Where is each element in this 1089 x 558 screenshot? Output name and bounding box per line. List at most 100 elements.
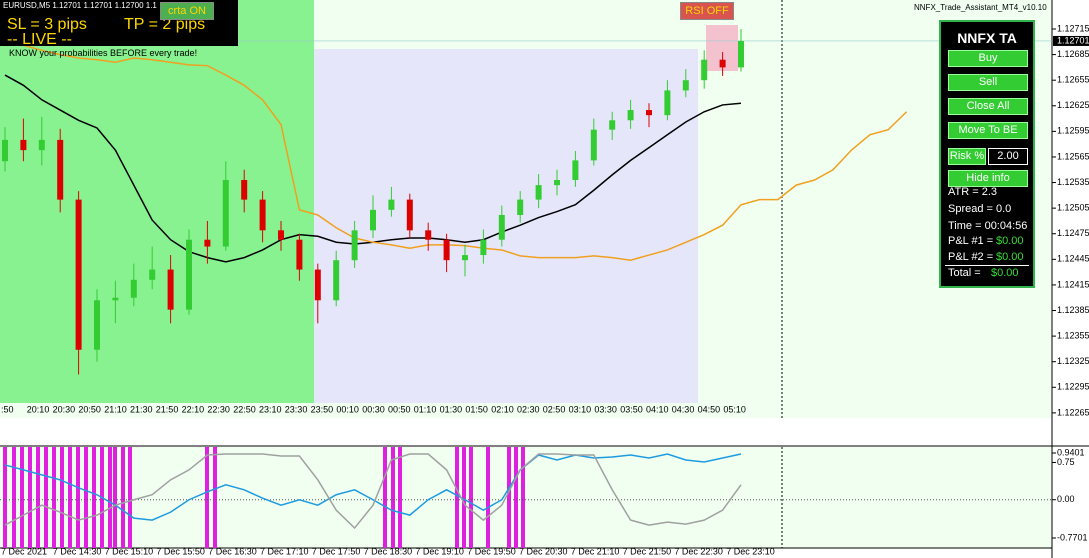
signal-bar (455, 447, 459, 548)
main-chart: 1.12715 1.12685 1.12655 1.12625 1.12595 1.125… (0, 23, 1089, 417)
x-tick-label: 22:50 (233, 404, 256, 414)
candle-body (222, 179, 229, 247)
signal-bar (213, 447, 217, 548)
sell-button[interactable]: Sell (948, 74, 1028, 91)
x-tick-label: 20:10 (27, 404, 50, 414)
candle-body (167, 269, 174, 310)
x-tick-label: 05:10 (723, 404, 746, 414)
signal-bar (68, 447, 72, 548)
x-tick-label: 23:50 (311, 404, 334, 414)
signal-bar (36, 447, 40, 548)
x-tick-label: 01:50 (465, 404, 488, 414)
crta-button[interactable]: crta ON (160, 2, 214, 20)
x-tick-label: 02:30 (517, 404, 540, 414)
signal-bar (44, 447, 48, 548)
candle-body (314, 269, 321, 301)
signal-bar (521, 447, 525, 548)
divider (945, 265, 1029, 266)
candle-body (2, 139, 8, 162)
candle-body (535, 185, 542, 200)
candle-body (20, 139, 27, 151)
x-tick-label: 00:50 (388, 404, 411, 414)
x-tick-label: 23:10 (259, 404, 282, 414)
last-price-label: 1.12701 (1057, 35, 1089, 45)
indicator-line (4, 453, 742, 521)
y-tick-label: 1.12715 (1057, 23, 1089, 33)
x-tick-label: 7 Dec 23:10 (726, 546, 775, 556)
close-all-button[interactable]: Close All (948, 98, 1028, 115)
x-tick-label: 7 Dec 22:30 (674, 546, 723, 556)
osc-background (0, 447, 1052, 548)
candle-body (186, 239, 192, 310)
candle-body (425, 230, 432, 240)
y-tick-label: 0.00 (1057, 494, 1075, 504)
signal-bar (3, 447, 7, 548)
candle-body (590, 129, 597, 161)
risk-input[interactable]: 2.00 (988, 148, 1028, 165)
signal-bar (28, 447, 32, 548)
candle-body (57, 139, 64, 200)
hide-info-button[interactable]: Hide info (948, 170, 1028, 187)
candle-body (701, 59, 708, 81)
x-tick-label: 23:30 (285, 404, 308, 414)
candle-body (572, 160, 579, 180)
candle-body (664, 90, 671, 116)
y-tick-label: 1.12445 (1057, 254, 1089, 264)
signal-bar (507, 447, 511, 548)
candle-body (351, 230, 358, 261)
sl-text: SL = 3 pips (7, 16, 87, 33)
trade-panel: NNFX TA Buy Sell Close All Move To BE Ri… (939, 20, 1035, 288)
signal-bar (113, 447, 117, 548)
x-tick-label: 20:30 (53, 404, 76, 414)
signal-bar (76, 447, 80, 548)
candle-body (738, 40, 744, 68)
signal-bar (52, 447, 56, 548)
pl2-label: P&L #2 = (948, 251, 994, 263)
candle-body (130, 279, 137, 298)
buy-button[interactable]: Buy (948, 50, 1028, 67)
x-tick-label: 22:10 (182, 404, 205, 414)
y-tick-label: 1.12655 (1057, 75, 1089, 85)
candle-body (278, 230, 284, 240)
x-tick-label: 7 Dec 15:50 (156, 546, 205, 556)
x-tick-label: :50 (1, 404, 14, 414)
rsi-button[interactable]: RSI OFF (680, 2, 734, 20)
y-tick-label: 1.12595 (1057, 126, 1089, 136)
tagline: KNOW your probabilities BEFORE every tra… (9, 48, 198, 58)
x-tick-label: 00:10 (336, 404, 359, 414)
mode-text: -- LIVE -- (7, 31, 72, 48)
x-tick-label: 00:30 (362, 404, 385, 414)
signal-bar (128, 447, 132, 548)
signal-bar (60, 447, 64, 548)
pl1-value: $0.00 (996, 235, 1024, 247)
signal-bar (84, 447, 88, 548)
signal-bar (383, 447, 387, 548)
risk-label: Risk % (948, 148, 986, 165)
last-price-box (1053, 35, 1089, 46)
y-tick-label: 1.12535 (1057, 177, 1089, 187)
y-tick-label: 1.12625 (1057, 100, 1089, 110)
indicator-line (4, 39, 908, 261)
x-tick-label: 7 Dec 21:50 (623, 546, 672, 556)
y-tick-label: 1.12355 (1057, 330, 1089, 340)
x-tick-label: 7 Dec 18:30 (364, 546, 413, 556)
x-tick-label: 7 Dec 21:10 (571, 546, 620, 556)
y-tick-label: -0.7701 (1057, 532, 1088, 542)
signal-bar (121, 447, 125, 548)
tp-text: TP = 2 pips (124, 16, 206, 33)
spread: Spread = 0.0 (948, 203, 1012, 215)
total-value: $0.00 (991, 267, 1019, 279)
x-tick-label: 7 Dec 14:30 (53, 546, 102, 556)
candle-body (682, 80, 689, 91)
x-tick-label: 02:50 (543, 404, 566, 414)
y-tick-label: 0.75 (1057, 457, 1075, 467)
candle-body (609, 120, 616, 130)
x-tick-label: 04:50 (698, 404, 721, 414)
x-tick-label: 7 Dec 16:30 (208, 546, 257, 556)
x-tick-label: 02:10 (491, 404, 514, 414)
candle-body (462, 255, 468, 261)
x-tick-label: 03:10 (569, 404, 592, 414)
move-be-button[interactable]: Move To BE (948, 122, 1028, 139)
x-tick-label: 7 Dec 19:50 (467, 546, 516, 556)
